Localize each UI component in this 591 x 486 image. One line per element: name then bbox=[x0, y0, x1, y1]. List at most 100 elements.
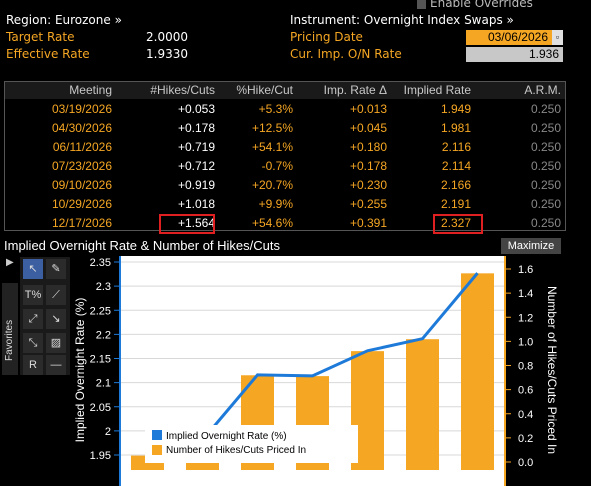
left-axis-tick-label: 2.3 bbox=[96, 281, 111, 293]
trend-tool-icon[interactable]: ⤢ bbox=[23, 309, 43, 329]
hikes-bar[interactable] bbox=[461, 273, 494, 470]
effective-rate-value: 1.9330 bbox=[146, 47, 188, 61]
cell-imp-rate-delta: +0.230 bbox=[349, 178, 387, 192]
table-header: Meeting #Hikes/Cuts %Hike/Cut Imp. Rate … bbox=[5, 82, 565, 99]
left-axis-tick-label: 2.35 bbox=[90, 257, 111, 269]
right-axis-tick-label: 0.4 bbox=[518, 409, 533, 421]
draw-tool-icon[interactable]: ✎ bbox=[46, 259, 66, 279]
cell-pct-hike-cut: +54.1% bbox=[251, 140, 293, 154]
channel-tool-icon[interactable]: ▨ bbox=[46, 333, 66, 353]
highlight-box-hikes bbox=[159, 214, 215, 234]
table-row[interactable]: 03/19/2026 +0.053 +5.3% +0.013 1.949 0.250 bbox=[5, 100, 565, 119]
cell-imp-rate-delta: +0.391 bbox=[349, 216, 387, 230]
right-axis-tick-label: 1.2 bbox=[518, 312, 533, 324]
left-axis-tick-label: 2.05 bbox=[90, 402, 111, 414]
target-rate-label: Target Rate bbox=[6, 30, 75, 44]
pricing-date-input[interactable]: 03/06/2026 bbox=[466, 30, 552, 45]
cell-pct-hike-cut: +5.3% bbox=[258, 102, 293, 116]
col-header-hikes-cuts[interactable]: #Hikes/Cuts bbox=[150, 83, 215, 97]
cell-meeting: 09/10/2026 bbox=[51, 178, 112, 192]
legend-swatch-bar bbox=[152, 445, 162, 455]
cell-meeting: 10/29/2026 bbox=[51, 197, 112, 211]
hikes-bar[interactable] bbox=[406, 339, 439, 470]
right-axis-label: Number of Hikes/Cuts Priced In bbox=[545, 286, 559, 454]
legend-label-line: Implied Overnight Rate (%) bbox=[166, 431, 287, 442]
right-axis-tick-label: 0.8 bbox=[518, 361, 533, 373]
table-row[interactable]: 10/29/2026 +1.018 +9.9% +0.255 2.191 0.250 bbox=[5, 195, 565, 214]
calendar-icon[interactable]: ▫ bbox=[552, 30, 563, 45]
cell-arm: 0.250 bbox=[530, 121, 561, 135]
region-selector[interactable]: Region: Eurozone » bbox=[6, 13, 122, 27]
target-rate-value: 2.0000 bbox=[146, 30, 188, 44]
cell-implied-rate: 2.327 bbox=[440, 216, 471, 230]
line-tool-icon[interactable]: ⟋ bbox=[46, 285, 66, 305]
highlight-box-implied-rate bbox=[433, 214, 483, 234]
col-header-imp-rate-delta[interactable]: Imp. Rate Δ bbox=[323, 83, 387, 97]
effective-rate-label: Effective Rate bbox=[6, 47, 90, 61]
cell-hikes-cuts: +1.564 bbox=[177, 216, 215, 230]
table-row[interactable]: 04/30/2026 +0.178 +12.5% +0.045 1.981 0.250 bbox=[5, 119, 565, 138]
enable-overrides-checkbox[interactable] bbox=[417, 0, 426, 9]
right-axis-tick-label: 0.6 bbox=[518, 385, 533, 397]
right-axis-tick-label: 1.0 bbox=[518, 336, 533, 348]
cell-pct-hike-cut: -0.7% bbox=[261, 159, 293, 173]
cell-hikes-cuts: +1.018 bbox=[177, 197, 215, 211]
col-header-implied-rate[interactable]: Implied Rate bbox=[403, 83, 471, 97]
table-row[interactable]: 07/23/2026 +0.712 -0.7% +0.178 2.114 0.250 bbox=[5, 157, 565, 176]
col-header-meeting[interactable]: Meeting bbox=[69, 83, 112, 97]
cell-hikes-cuts: +0.053 bbox=[177, 102, 215, 116]
instrument-selector[interactable]: Instrument: Overnight Index Swaps » bbox=[290, 13, 514, 27]
hline-tool-icon[interactable]: — bbox=[46, 355, 66, 375]
cell-meeting: 03/19/2026 bbox=[51, 102, 112, 116]
cell-implied-rate: 1.981 bbox=[440, 121, 471, 135]
right-axis-tick-label: 1.6 bbox=[518, 264, 533, 276]
ray-tool-icon[interactable]: ⤡ bbox=[23, 333, 43, 353]
right-axis-tick-label: 1.4 bbox=[518, 288, 533, 300]
expand-toolbar-icon[interactable]: ▶ bbox=[6, 257, 14, 268]
chart-toolbar: ↖ ✎ T% ⟋ ⤢ ↘ ⤡ ▨ R — bbox=[20, 257, 70, 375]
cur-imp-rate-value: 1.936 bbox=[466, 47, 563, 62]
cell-meeting: 07/23/2026 bbox=[51, 159, 112, 173]
meetings-table: Meeting #Hikes/Cuts %Hike/Cut Imp. Rate … bbox=[4, 81, 566, 234]
col-header-arm[interactable]: A.R.M. bbox=[524, 83, 561, 97]
cell-implied-rate: 1.949 bbox=[440, 102, 471, 116]
text-tool-icon[interactable]: R bbox=[23, 355, 43, 375]
cell-arm: 0.250 bbox=[530, 140, 561, 154]
cell-arm: 0.250 bbox=[530, 178, 561, 192]
cell-pct-hike-cut: +54.6% bbox=[251, 216, 293, 230]
maximize-button[interactable]: Maximize bbox=[501, 238, 561, 254]
col-header-pct-hike-cut[interactable]: %Hike/Cut bbox=[236, 83, 293, 97]
cell-meeting: 12/17/2026 bbox=[51, 216, 112, 230]
pricing-date-label: Pricing Date bbox=[290, 30, 363, 44]
percent-tool-icon[interactable]: T% bbox=[23, 285, 43, 305]
cell-arm: 0.250 bbox=[530, 159, 561, 173]
cell-arm: 0.250 bbox=[530, 102, 561, 116]
cell-implied-rate: 2.166 bbox=[440, 178, 471, 192]
cell-arm: 0.250 bbox=[530, 197, 561, 211]
table-row[interactable]: 12/17/2026 +1.564 +54.6% +0.391 2.327 0.250 bbox=[5, 214, 565, 233]
favorites-tab[interactable]: Favorites bbox=[2, 283, 18, 375]
cell-imp-rate-delta: +0.045 bbox=[349, 121, 387, 135]
chart-title: Implied Overnight Rate & Number of Hikes… bbox=[4, 238, 280, 253]
right-axis-tick-label: 0.2 bbox=[518, 433, 533, 445]
left-axis-label: Implied Overnight Rate (%) bbox=[73, 298, 87, 443]
cell-hikes-cuts: +0.178 bbox=[177, 121, 215, 135]
table-row[interactable]: 09/10/2026 +0.919 +20.7% +0.230 2.166 0.250 bbox=[5, 176, 565, 195]
left-axis-tick-label: 2.2 bbox=[96, 329, 111, 341]
cell-imp-rate-delta: +0.178 bbox=[349, 159, 387, 173]
left-axis-tick-label: 1.95 bbox=[90, 450, 111, 462]
left-axis-tick-label: 2.25 bbox=[90, 305, 111, 317]
left-axis-tick-label: 2.1 bbox=[96, 378, 111, 390]
table-row[interactable]: 06/11/2026 +0.719 +54.1% +0.180 2.116 0.250 bbox=[5, 138, 565, 157]
cell-meeting: 04/30/2026 bbox=[51, 121, 112, 135]
cell-pct-hike-cut: +9.9% bbox=[258, 197, 293, 211]
cell-imp-rate-delta: +0.255 bbox=[349, 197, 387, 211]
left-axis-tick-label: 2 bbox=[105, 426, 111, 438]
pointer-tool-icon[interactable]: ↖ bbox=[23, 259, 43, 279]
cur-imp-rate-label: Cur. Imp. O/N Rate bbox=[290, 47, 402, 61]
arrow-tool-icon[interactable]: ↘ bbox=[46, 309, 66, 329]
enable-overrides-label[interactable]: Enable Overrides bbox=[430, 0, 533, 10]
cell-hikes-cuts: +0.719 bbox=[177, 140, 215, 154]
cell-implied-rate: 2.116 bbox=[441, 140, 471, 154]
